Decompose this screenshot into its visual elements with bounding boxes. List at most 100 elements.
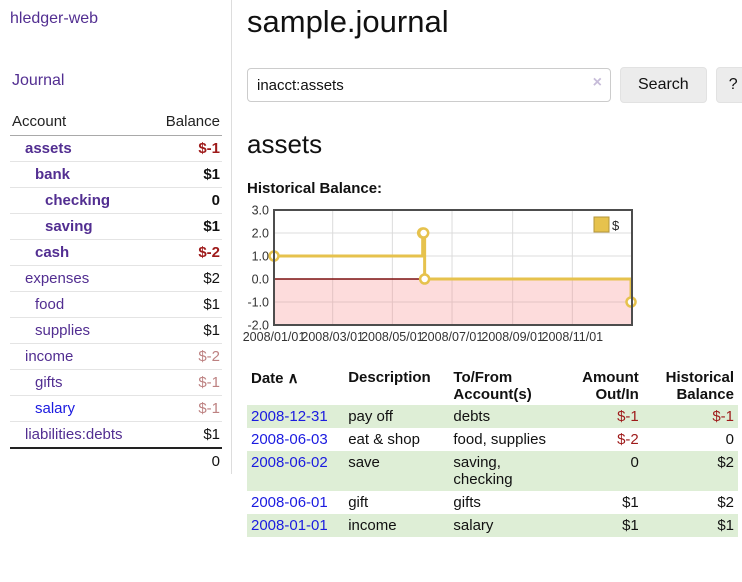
transaction-amount: $1 [622, 517, 639, 534]
transaction-date-link[interactable]: 2008-06-01 [251, 494, 328, 511]
account-balance: $-1 [150, 135, 222, 162]
brand-link[interactable]: hledger-web [10, 10, 99, 27]
account-link-salary[interactable]: salary [35, 400, 76, 417]
balance-chart-svg: $3.0 2.0 1.0 0.0 -1.0 -2.02008/01/012008/03/0… [243, 204, 637, 344]
account-row: expenses $2 [10, 265, 222, 292]
account-link-saving[interactable]: saving [45, 218, 93, 235]
sort-ascending-icon: ∧ [283, 370, 299, 387]
account-row: salary $-1 [10, 395, 222, 422]
register-column-header: Amount Out/In [582, 369, 639, 403]
transaction-row: 2008-06-02 save saving, checking 0 $2 [247, 451, 738, 491]
transaction-date-link[interactable]: 2008-06-02 [251, 454, 328, 471]
transaction-row: 2008-01-01 income salary $1 $1 [247, 514, 738, 537]
search-input[interactable] [247, 68, 611, 102]
accounts-table: Account Balance assets $-1 bank $1 checking 0… [10, 110, 222, 474]
account-link-supplies[interactable]: supplies [35, 322, 91, 339]
historical-balance-chart: $3.0 2.0 1.0 0.0 -1.0 -2.0 2008/01/01 2008/03/0… [243, 203, 738, 345]
search-button[interactable]: Search [620, 67, 707, 103]
sidebar: hledger-web Journal Account Balance asse… [0, 0, 232, 474]
account-balance: $1 [150, 161, 222, 188]
transaction-balance: $2 [717, 494, 734, 511]
data-point[interactable] [417, 227, 430, 239]
accounts-total-row: 0 [10, 447, 222, 474]
search-form: × Search ? [247, 67, 742, 103]
y-axis-label: 2.0 [252, 227, 269, 241]
account-balance: $1 [150, 317, 222, 344]
accounts-total-value: 0 [150, 447, 222, 474]
transaction-row: 2008-12-31 pay off debts $-1 $-1 [247, 405, 738, 428]
main-content: sample.journal × Search ? assets Histori… [232, 0, 742, 561]
account-balance: $1 [150, 213, 222, 240]
account-balance: $1 [203, 426, 220, 443]
account-row: food $1 [10, 291, 222, 318]
account-balance: 0 [150, 187, 222, 214]
y-axis-label: 3.0 [252, 204, 269, 218]
clear-search-icon[interactable]: × [592, 74, 602, 91]
x-axis-label: 2008/03/01 [301, 330, 364, 344]
account-link-assets[interactable]: assets [25, 140, 72, 157]
transaction-description: income [348, 517, 397, 534]
transaction-description: gift [348, 494, 369, 511]
account-link-income[interactable]: income [25, 348, 74, 365]
data-point[interactable] [418, 273, 431, 285]
account-link-gifts[interactable]: gifts [35, 374, 63, 391]
transaction-date-link[interactable]: 2008-01-01 [251, 517, 328, 534]
transaction-amount: $-2 [617, 431, 639, 448]
account-column-header: Account [10, 110, 151, 136]
transaction-balance: $-1 [712, 408, 734, 425]
transaction-date-link[interactable]: 2008-06-03 [251, 431, 328, 448]
transaction-accounts: gifts [453, 494, 481, 511]
account-link-cash[interactable]: cash [35, 244, 70, 261]
account-balance: $-1 [150, 395, 222, 422]
transaction-description: save [348, 454, 380, 471]
account-row: liabilities:debts $1 [10, 422, 222, 449]
accounts-table-header: Account Balance [10, 110, 222, 136]
transaction-balance: $1 [717, 517, 734, 534]
transaction-balance: $2 [717, 454, 734, 471]
account-row: bank $1 [10, 161, 222, 188]
register-column-header: To/From Account(s) [453, 369, 532, 403]
x-axis-label: 2008/11/01 [542, 330, 604, 344]
transaction-amount: $-1 [617, 408, 639, 425]
accounts-total-spacer [10, 447, 151, 474]
account-row: cash $-2 [10, 239, 222, 266]
account-link-checking[interactable]: checking [45, 192, 111, 209]
y-axis-label: -1.0 [247, 296, 269, 310]
register-column-header[interactable]: Date ∧ [251, 370, 299, 387]
account-balance: $-1 [150, 369, 222, 396]
x-axis-label: 2008/07/01 [421, 330, 484, 344]
account-row: gifts $-1 [10, 369, 222, 396]
account-link-bank[interactable]: bank [35, 166, 71, 183]
transaction-description: pay off [348, 408, 393, 425]
account-link-liabilities-debts[interactable]: liabilities:debts [25, 426, 123, 443]
register-column-header: Description [348, 369, 431, 386]
account-row: assets $-1 [10, 135, 222, 162]
legend-swatch [593, 216, 610, 233]
account-link-food[interactable]: food [35, 296, 65, 313]
search-help-button[interactable]: ? [715, 67, 742, 103]
hledger-web-app: hledger-web Journal Account Balance asse… [0, 0, 742, 561]
search-input-wrapper: × [247, 68, 611, 102]
x-axis-label: 2008/05/01 [361, 330, 424, 344]
register-table: Date ∧ Description To/From Account(s) Amoun… [247, 367, 738, 537]
account-row: income $-2 [10, 343, 222, 370]
transaction-date-link[interactable]: 2008-12-31 [251, 408, 328, 425]
page-title: sample.journal [247, 4, 449, 39]
transaction-row: 2008-06-01 gift gifts $1 $2 [247, 491, 738, 514]
x-axis-label: 2008/09/01 [481, 330, 544, 344]
account-balance: $-2 [150, 343, 222, 370]
legend-label: $ [612, 218, 620, 233]
y-axis-label: 0.0 [252, 273, 269, 287]
sidebar-item-journal[interactable]: Journal [12, 72, 65, 89]
transaction-amount: 0 [630, 454, 639, 471]
transaction-accounts: debts [453, 408, 491, 425]
transaction-accounts: salary [453, 517, 494, 534]
account-link-expenses[interactable]: expenses [25, 270, 90, 287]
transaction-accounts: food, supplies [453, 431, 546, 448]
register-column-header: Historical Balance [665, 369, 734, 403]
account-heading: assets [247, 129, 323, 159]
account-row: saving $1 [10, 213, 222, 240]
account-row: checking 0 [10, 187, 222, 214]
transaction-accounts: saving, checking [453, 454, 513, 488]
account-balance: $1 [150, 291, 222, 318]
